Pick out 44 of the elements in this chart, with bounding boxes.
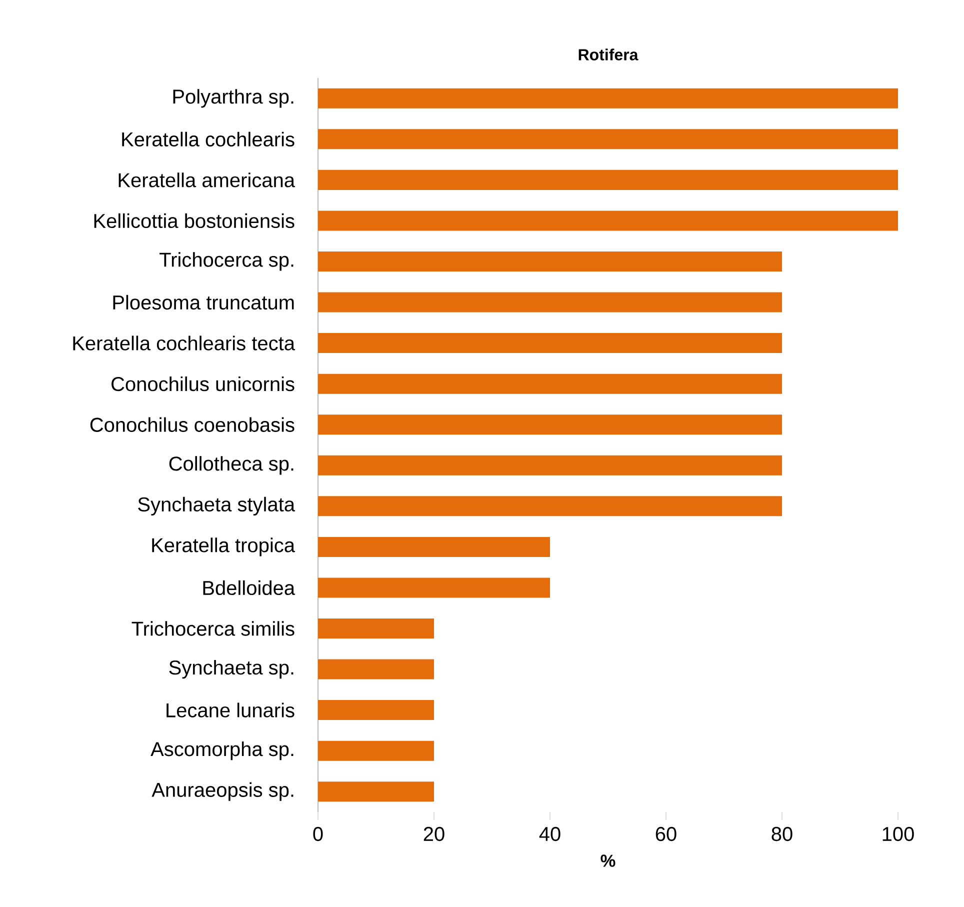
x-axis-title: % xyxy=(600,854,616,867)
y-tick-label: Conochilus coenobasis xyxy=(90,417,294,432)
x-tick-label: 0 xyxy=(313,826,323,842)
chart-title: Rotifera xyxy=(578,48,638,60)
bar xyxy=(318,251,782,272)
y-tick-label: Keratella cochlearis xyxy=(122,132,294,146)
bar xyxy=(318,659,434,680)
y-tick-label: Bdelloidea xyxy=(203,580,296,596)
y-tick-label: Ploesoma truncatum xyxy=(113,294,294,310)
bar xyxy=(318,700,434,720)
bar xyxy=(318,618,434,638)
bar xyxy=(318,740,434,761)
x-tick-label: 40 xyxy=(539,826,560,842)
bar xyxy=(318,536,550,557)
x-tick-label: 100 xyxy=(882,826,914,842)
bar xyxy=(318,292,782,312)
y-tick-label: Keratella cochlearis tecta xyxy=(73,336,296,350)
y-tick-label: Keratella americana xyxy=(118,172,296,188)
bar xyxy=(318,333,782,354)
y-tick-label: Synchaeta sp. xyxy=(169,660,294,679)
bar xyxy=(318,414,782,435)
y-tick-label: Kellicottia bostoniensis xyxy=(94,213,294,228)
bar xyxy=(318,374,782,394)
y-tick-label: Synchaeta stylata xyxy=(138,496,296,516)
bar xyxy=(318,496,782,516)
x-tick-label: 60 xyxy=(656,826,676,842)
y-tick-label: Conochilus unicornis xyxy=(112,376,294,392)
bar xyxy=(318,170,898,190)
y-tick-label: Trichocerca similis xyxy=(132,621,294,636)
bar xyxy=(318,455,782,476)
y-tick-label: Trichocerca sp. xyxy=(160,252,294,271)
bar xyxy=(318,578,550,598)
x-tick-label: 20 xyxy=(424,826,444,842)
y-tick-label: Ascomorpha sp. xyxy=(150,742,294,760)
bar xyxy=(318,88,898,108)
bar xyxy=(318,129,898,150)
y-tick-label: Polyarthra sp. xyxy=(173,89,294,108)
bar xyxy=(318,210,898,231)
y-tick-label: Lecane lunaris xyxy=(166,702,294,718)
y-tick-label: Collotheca sp. xyxy=(169,456,294,475)
y-tick-label: Anuraeopsis sp. xyxy=(152,782,294,801)
y-tick-label: Keratella tropica xyxy=(152,538,296,556)
x-tick-label: 80 xyxy=(772,826,792,842)
bar xyxy=(318,782,434,802)
